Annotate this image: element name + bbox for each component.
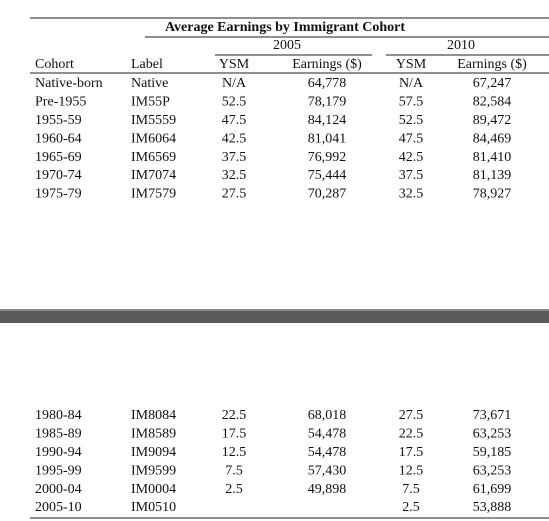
page-break xyxy=(0,309,549,323)
table-cell: 27.5 xyxy=(399,408,424,423)
table-cell: 42.5 xyxy=(399,150,424,165)
table-cell: IM9094 xyxy=(131,445,176,460)
table-cell: 84,124 xyxy=(308,113,347,128)
table-cell: 54,478 xyxy=(308,427,347,442)
table-cell: IM8084 xyxy=(131,408,176,423)
table-cell: IM6064 xyxy=(131,131,176,146)
table-cell: 89,472 xyxy=(473,113,512,128)
table-cell: 57.5 xyxy=(399,95,424,110)
table-cell: 64,778 xyxy=(308,76,347,91)
table-cell: 42.5 xyxy=(222,131,247,146)
row-label: 1990-94 xyxy=(35,445,82,460)
table-cell: 70,287 xyxy=(308,187,347,202)
table-cell: 52.5 xyxy=(399,113,424,128)
row-label: 1965-69 xyxy=(35,150,82,165)
column-header: YSM xyxy=(396,57,427,72)
table-cell: IM9599 xyxy=(131,463,176,478)
table-cell: 7.5 xyxy=(402,482,420,497)
table-cell: 12.5 xyxy=(399,463,424,478)
table-cell: 84,469 xyxy=(473,131,512,146)
table-cell: 78,179 xyxy=(308,95,347,110)
table-cell: 76,992 xyxy=(308,150,347,165)
table-cell: Native xyxy=(131,76,168,91)
table-cell: 2.5 xyxy=(225,482,243,497)
table-cell: 32.5 xyxy=(399,187,424,202)
table-cell: IM7579 xyxy=(131,187,176,202)
table-cell: 49,898 xyxy=(308,482,347,497)
table-cell: 63,253 xyxy=(473,463,512,478)
table-cell: 17.5 xyxy=(399,445,424,460)
row-label: 1985-89 xyxy=(35,427,82,442)
table-cell: 75,444 xyxy=(308,168,347,183)
column-header: YSM xyxy=(219,57,250,72)
table-cell: IM8589 xyxy=(131,427,176,442)
table-cell: 78,927 xyxy=(473,187,512,202)
table-cell: IM0510 xyxy=(131,500,176,515)
table-cell: IM55P xyxy=(131,95,170,110)
column-header: Earnings ($) xyxy=(457,57,527,72)
row-label: 1975-79 xyxy=(35,187,82,202)
page-break-edge xyxy=(0,309,549,311)
table-cell: 22.5 xyxy=(222,408,247,423)
table-cell: 81,139 xyxy=(473,168,512,183)
table-cell: 57,430 xyxy=(308,463,347,478)
year-header: 2005 xyxy=(273,38,301,53)
table-cell: 67,247 xyxy=(473,76,512,91)
row-label: 1960-64 xyxy=(35,131,82,146)
table-cell: 54,478 xyxy=(308,445,347,460)
table-cell: 61,699 xyxy=(473,482,512,497)
table-cell: 22.5 xyxy=(399,427,424,442)
table-cell: 73,671 xyxy=(473,408,512,423)
table-cell: 68,018 xyxy=(308,408,347,423)
row-label: 1970-74 xyxy=(35,168,82,183)
year-header: 2010 xyxy=(447,38,475,53)
table-title: Average Earnings by Immigrant Cohort xyxy=(165,20,405,35)
table-cell: N/A xyxy=(222,76,247,91)
table-cell: 82,584 xyxy=(473,95,512,110)
table-cell: 63,253 xyxy=(473,427,512,442)
table-cell: IM0004 xyxy=(131,482,176,497)
row-label: 2000-04 xyxy=(35,482,82,497)
table-cell: 37.5 xyxy=(399,168,424,183)
row-label: 1980-84 xyxy=(35,408,82,423)
table-cell: 12.5 xyxy=(222,445,247,460)
column-header: Earnings ($) xyxy=(292,57,362,72)
table-cell: 17.5 xyxy=(222,427,247,442)
table-cell: 59,185 xyxy=(473,445,512,460)
row-label: 2005-10 xyxy=(35,500,82,515)
table-cell: IM7074 xyxy=(131,168,176,183)
column-header: Label xyxy=(131,57,163,72)
table-cell: 47.5 xyxy=(222,113,247,128)
table-cell: 7.5 xyxy=(225,463,243,478)
table-cell: 47.5 xyxy=(399,131,424,146)
table-cell: 53,888 xyxy=(473,500,512,515)
table-cell: 37.5 xyxy=(222,150,247,165)
row-label: Native-born xyxy=(35,76,103,91)
row-label: 1955-59 xyxy=(35,113,82,128)
row-label: Pre-1955 xyxy=(35,95,86,110)
table-cell: 81,410 xyxy=(473,150,512,165)
table-cell: 32.5 xyxy=(222,168,247,183)
table-cell: N/A xyxy=(399,76,424,91)
table-cell: 27.5 xyxy=(222,187,247,202)
table-cell: 81,041 xyxy=(308,131,347,146)
table-cell: 2.5 xyxy=(402,500,420,515)
table-cell: IM6569 xyxy=(131,150,176,165)
table-cell: IM5559 xyxy=(131,113,176,128)
table-cell: 52.5 xyxy=(222,95,247,110)
column-header: Cohort xyxy=(35,57,74,72)
row-label: 1995-99 xyxy=(35,463,82,478)
